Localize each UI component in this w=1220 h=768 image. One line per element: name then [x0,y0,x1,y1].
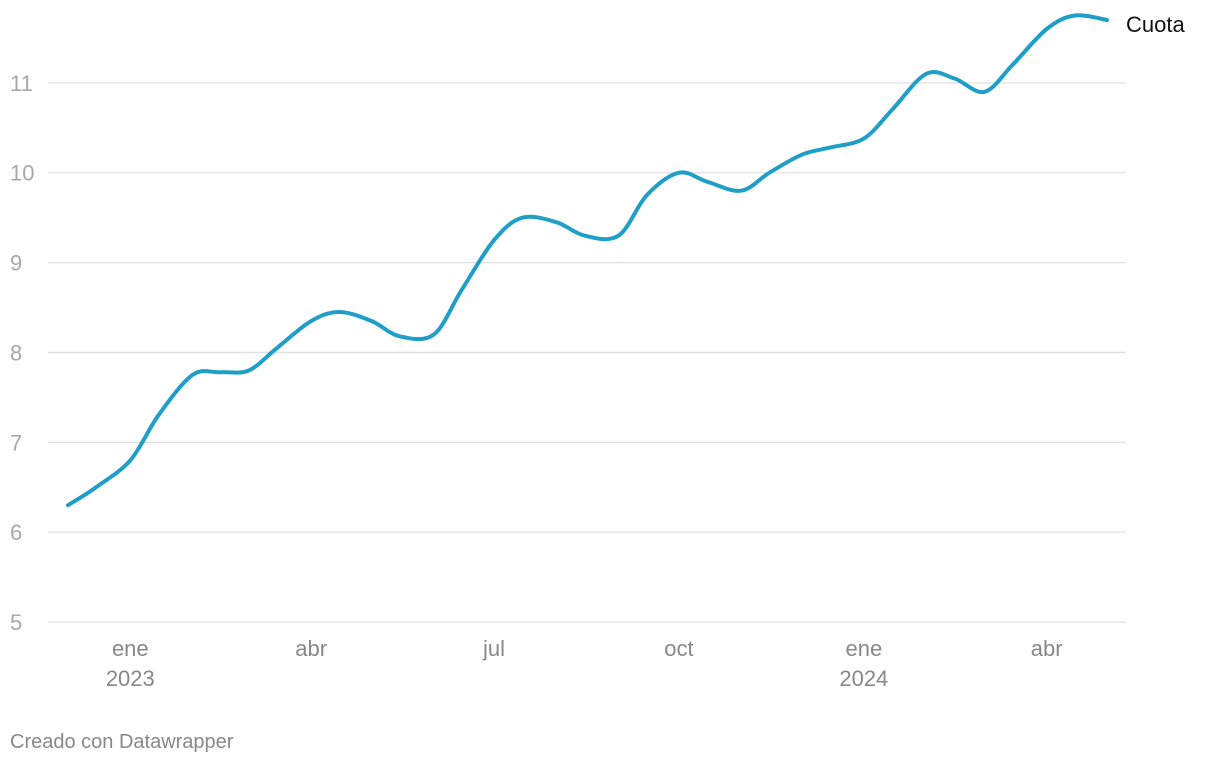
data-point [706,180,709,183]
data-point [583,234,586,237]
data-point [953,77,956,80]
x-tick-label: abr [295,636,327,661]
x-tick-label: ene [845,636,882,661]
y-tick-label: 8 [10,340,22,365]
y-tick-label: 5 [10,610,22,635]
x-tick-year-label: 2023 [106,666,155,691]
y-tick-label: 10 [10,161,34,186]
data-point [460,288,463,291]
data-point [555,221,558,224]
data-point [398,335,401,338]
y-axis: 5 6 7 8 9 10 11 [10,71,34,635]
data-point [768,171,771,174]
data-point [370,320,373,323]
data-point [925,72,928,75]
y-tick-label: 11 [10,71,33,96]
credit-text: Creado con Datawrapper [10,731,234,753]
data-point [521,216,524,219]
data-point [276,346,279,349]
x-tick-label: oct [664,636,693,661]
data-point [310,320,313,323]
data-point [432,333,435,336]
data-point [67,504,70,507]
data-point [338,311,341,314]
data-point [740,189,743,192]
data-point [493,239,496,242]
series-layer: Cuota [66,12,1185,508]
data-point [617,234,620,237]
x-tick-label: ene [112,636,149,661]
data-point [157,414,160,417]
data-point [1106,19,1109,22]
x-tick-label: jul [482,636,505,661]
data-point [1011,63,1014,66]
y-tick-label: 9 [10,251,22,276]
data-point [862,137,865,140]
x-tick-year-label: 2024 [839,666,888,691]
y-tick-label: 7 [10,430,22,455]
data-point [95,486,98,489]
data-point [219,371,222,374]
series-label: Cuota [1126,12,1185,37]
data-point [247,369,250,372]
data-point [828,146,831,149]
data-point [677,171,680,174]
data-point [983,90,986,93]
data-point [191,373,194,376]
x-tick-label: abr [1031,636,1063,661]
data-point [890,108,893,111]
x-axis: ene 2023 abr jul oct ene 2024 abr [106,636,1063,691]
data-point [1045,27,1048,30]
data-point [1073,14,1076,17]
y-tick-label: 6 [10,520,22,545]
data-point [129,459,132,462]
data-point [800,153,803,156]
data-point [645,194,648,197]
gridlines [48,82,1126,623]
series-line-0 [66,13,1109,508]
